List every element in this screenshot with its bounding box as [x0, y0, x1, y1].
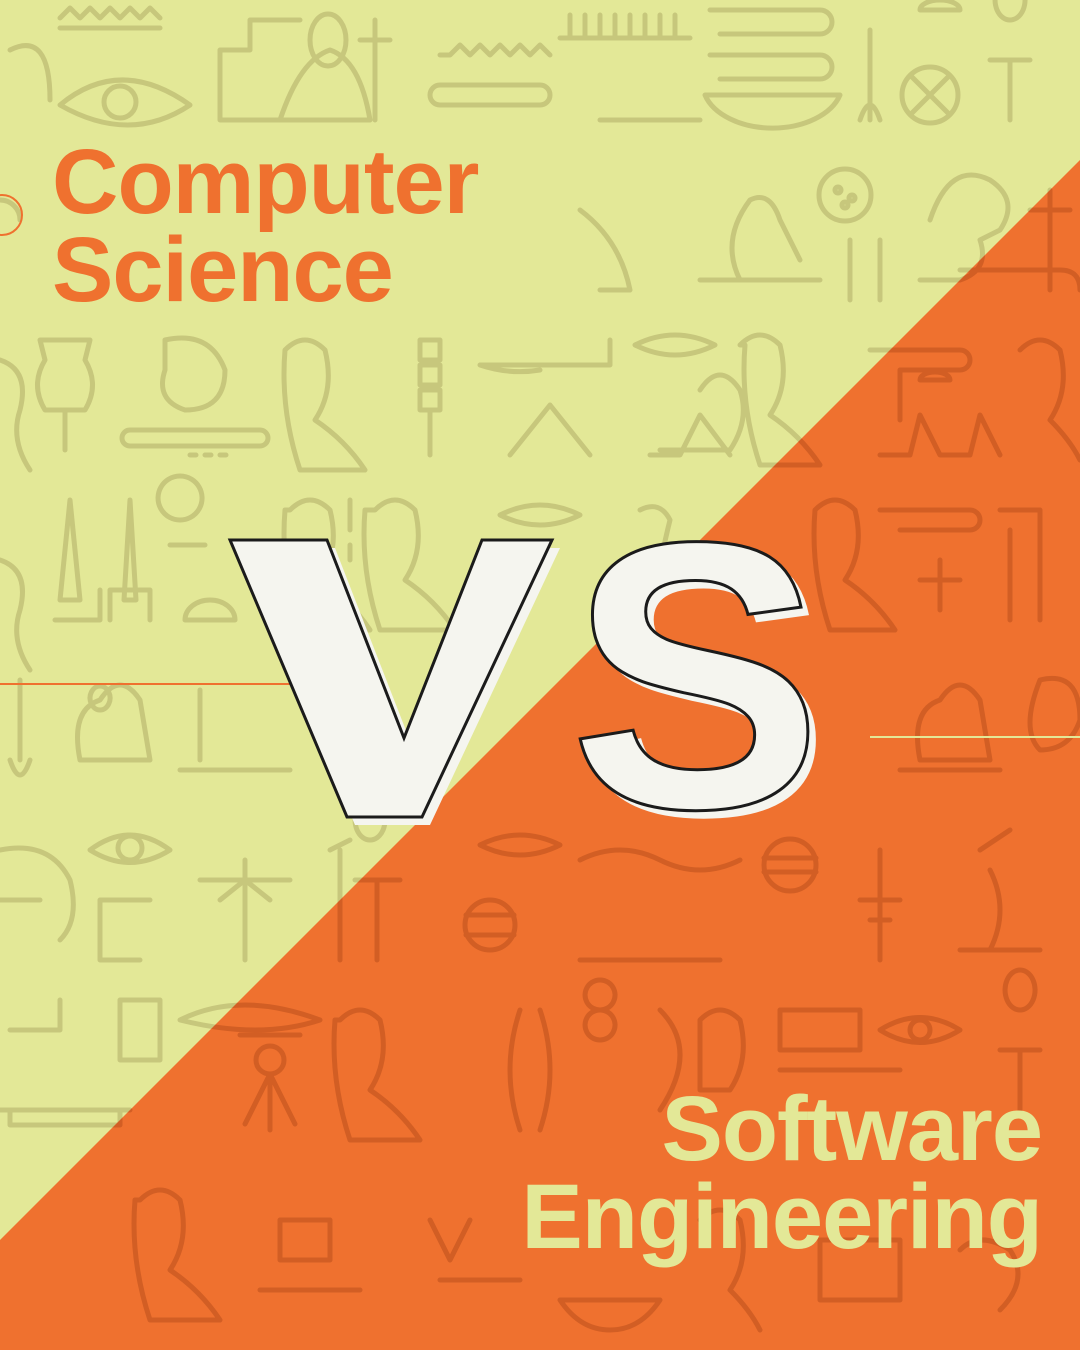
vs-lettering: S S	[227, 462, 831, 896]
vs-s: S	[569, 463, 822, 888]
heading-line-engineering: Engineering	[521, 1166, 1043, 1268]
computer-science-heading: Computer Science	[52, 131, 479, 321]
software-engineering-heading: Software Engineering	[521, 1078, 1043, 1268]
vs-s-shadow: S	[577, 471, 830, 896]
heading-line-computer: Computer	[52, 131, 479, 233]
heading-line-software: Software	[661, 1078, 1043, 1180]
accent-circle	[0, 194, 23, 236]
vs-v	[227, 538, 555, 819]
heading-line-science: Science	[52, 219, 394, 321]
